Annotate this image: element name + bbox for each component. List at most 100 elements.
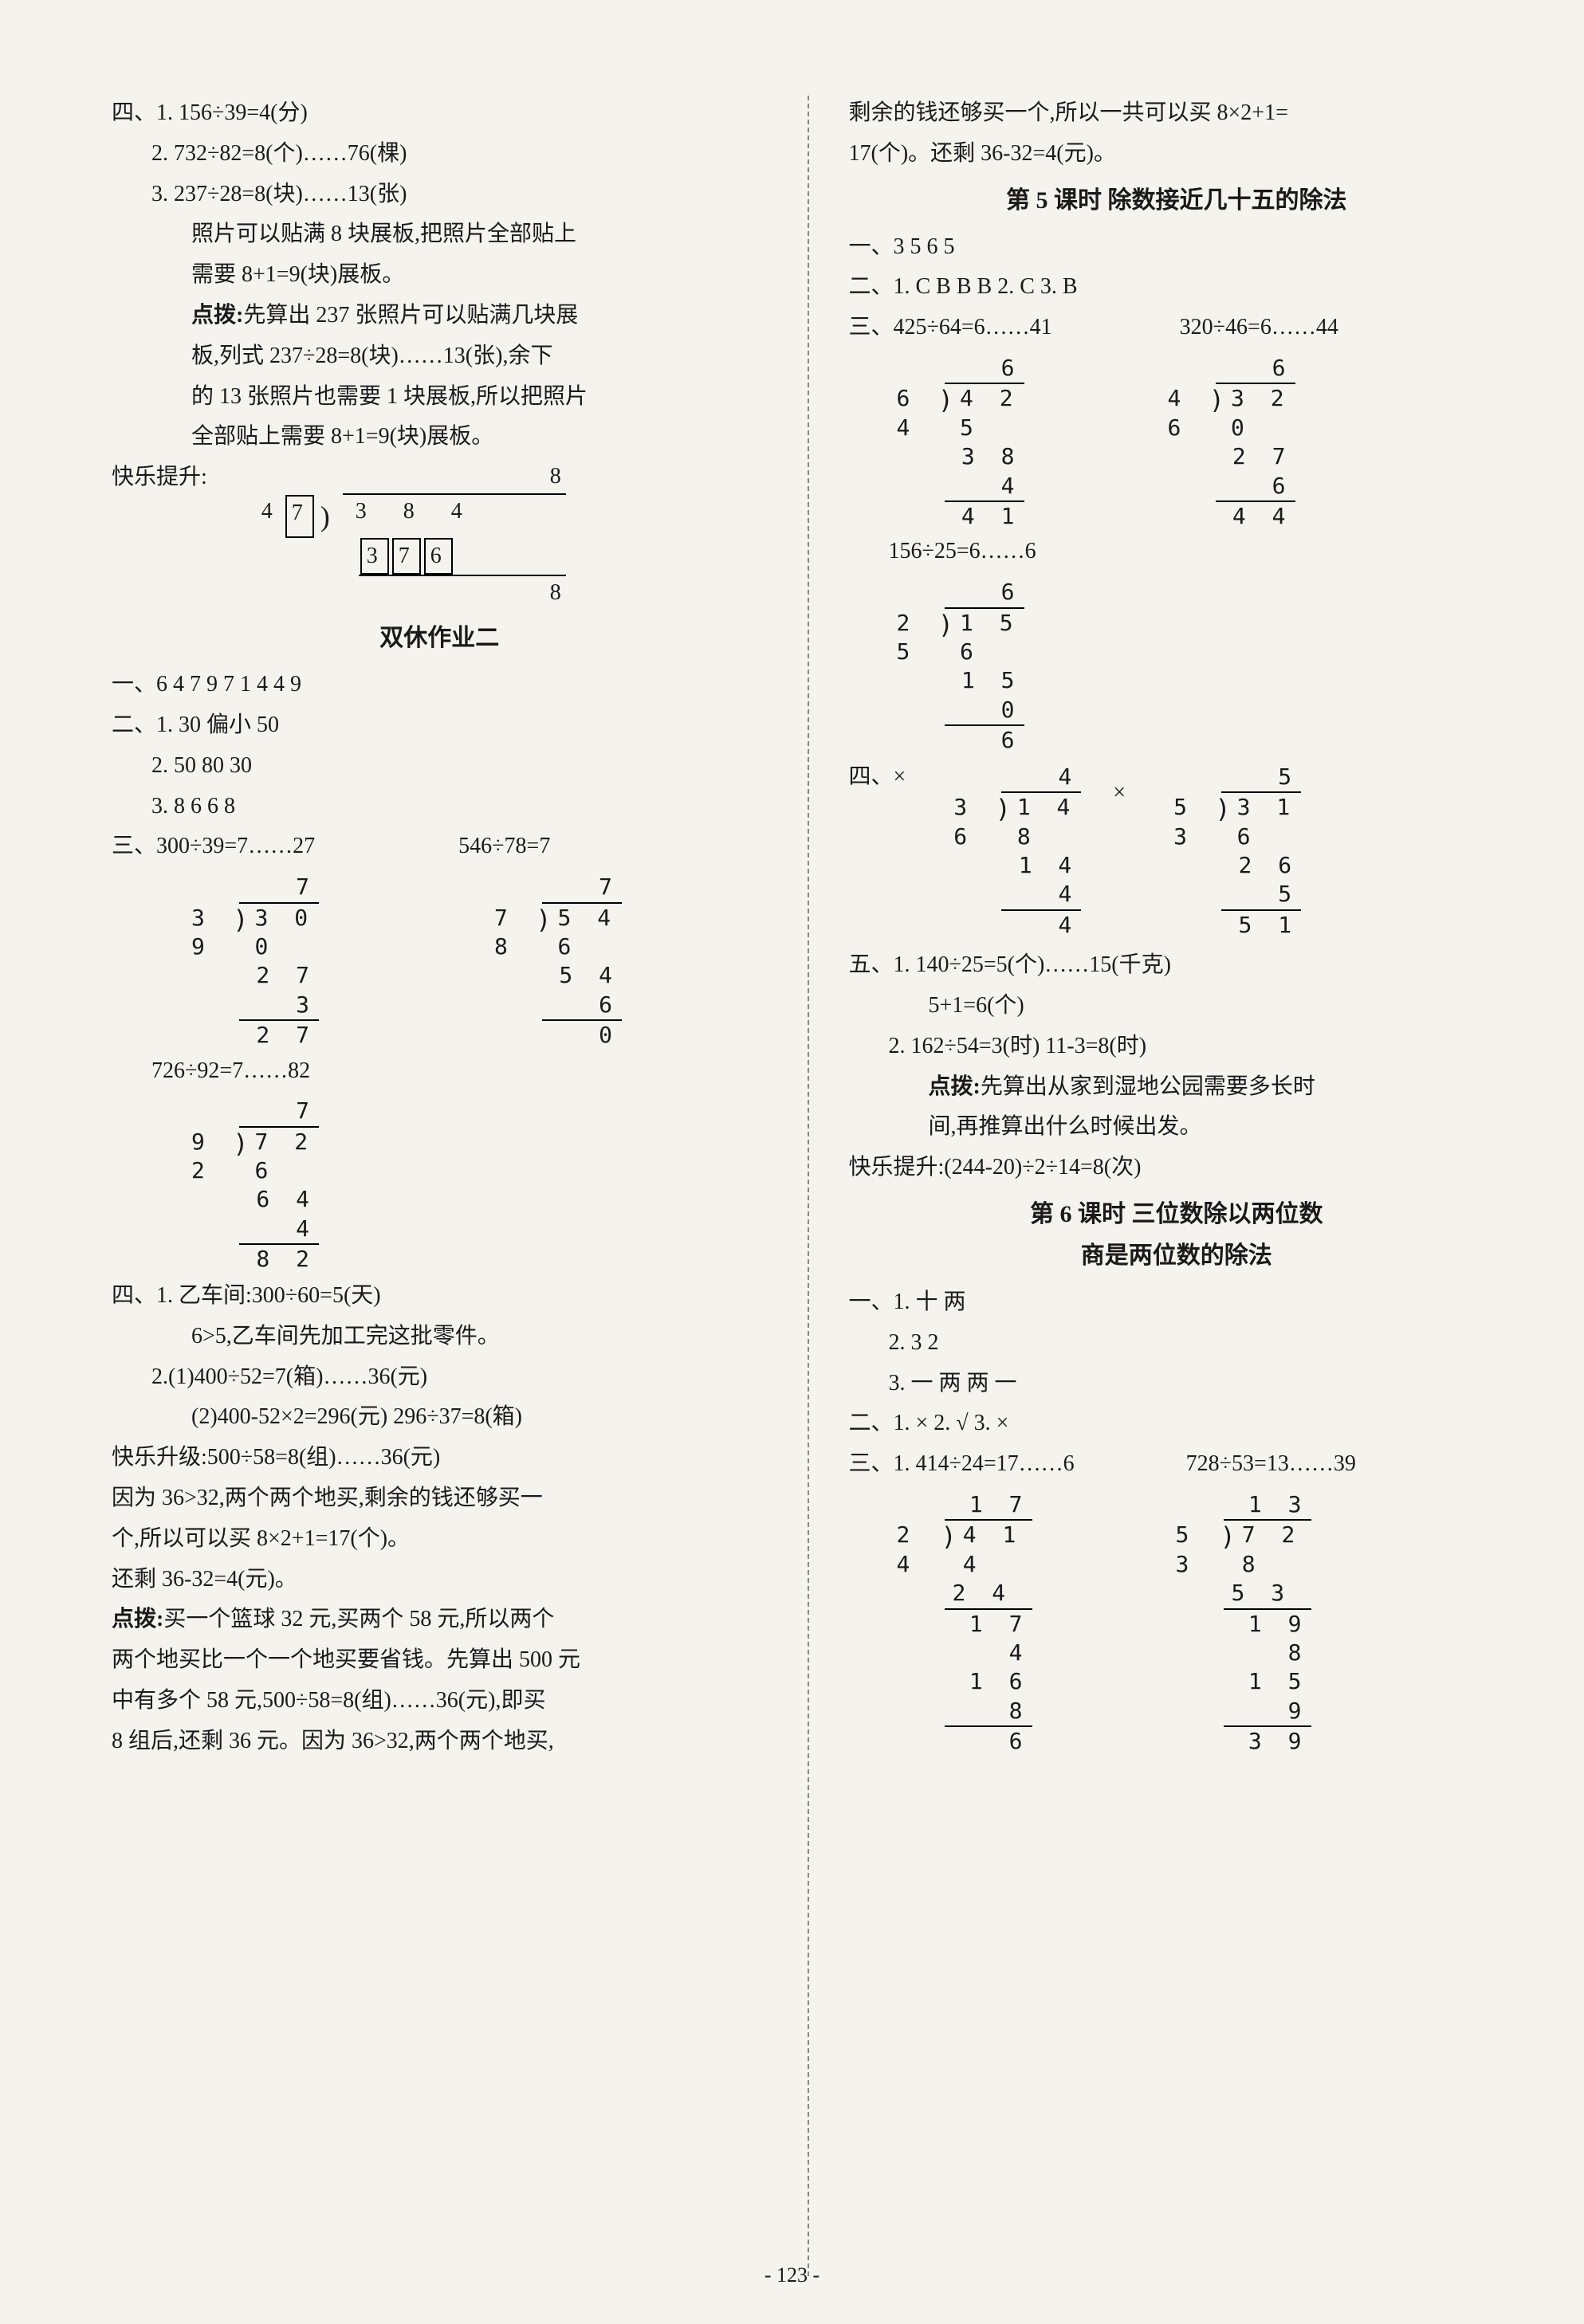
rem: 8 2 [239, 1245, 319, 1274]
text-line: 2. 732÷82=8(个)……76(棵) [112, 136, 768, 172]
dividend: 3 1 6 [1237, 793, 1301, 851]
section-prefix: 四、× [849, 760, 906, 795]
boxed-digit: 7 [392, 538, 421, 575]
divisor: 2 5 [897, 609, 938, 667]
quotient: 7 [542, 873, 622, 903]
text-line: 6>5,乙车间先加工完这批零件。 [112, 1319, 768, 1355]
text-line: 还剩 36-32=4(元)。 [112, 1562, 768, 1598]
text-line: 156÷25=6……6 [849, 534, 1505, 570]
bracket-icon: ) [1220, 1521, 1242, 1554]
div-row: 5 3 ) 7 2 8 [1176, 1521, 1311, 1579]
text-line: 快乐提升:(244-20)÷2÷14=8(次) [849, 1150, 1505, 1186]
text-line: 因为 36>32,两个两个地买,剩余的钱还够买一 [112, 1481, 768, 1517]
page-number: - 123 - [0, 2259, 1584, 2292]
dividend-digit: 8 [387, 495, 435, 538]
long-division: 1 7 2 4 ) 4 1 4 2 4 1 7 4 1 6 8 6 [897, 1490, 1032, 1757]
text-line: 点拨:买一个篮球 32 元,买两个 58 元,所以两个 [112, 1602, 768, 1638]
text-line: 二、1. 30 偏小 50 [112, 708, 768, 744]
rem: 6 [945, 726, 1024, 755]
text-line: 间,再推算出什么时候出发。 [849, 1109, 1505, 1145]
text-line: 二、1. × 2. √ 3. × [849, 1406, 1505, 1442]
rem: 4 4 [1216, 502, 1295, 531]
long-division: 6 4 6 ) 3 2 0 2 7 6 4 4 [1168, 354, 1295, 531]
long-division: 7 3 9 ) 3 0 0 2 7 3 2 7 [191, 873, 319, 1050]
text-line: 三、1. 414÷24=17……6 728÷53=13……39 [849, 1447, 1505, 1482]
eq: 三、1. 414÷24=17……6 [849, 1447, 1075, 1482]
remainder: 8 [255, 576, 566, 610]
dividend-digit: 4 [435, 495, 483, 538]
quotient: 5 [1221, 763, 1301, 793]
dianbo-label: 点拨: [929, 1074, 981, 1099]
quotient: 6 [1216, 354, 1295, 384]
text-line: 三、425÷64=6……41 320÷46=6……44 [849, 310, 1505, 346]
dianbo-label: 点拨: [191, 303, 243, 328]
quotient: 1 3 [1224, 1490, 1311, 1521]
sub: 5 4 6 [542, 961, 622, 1021]
sub: 2 4 [945, 1579, 1032, 1609]
sub: 5 3 [1224, 1579, 1311, 1609]
text-line: 板,列式 237÷28=8(块)……13(张),余下 [112, 339, 768, 375]
text-line: 需要 8+1=9(块)展板。 [112, 257, 768, 293]
text-line: 二、1. C B B B 2. C 3. B [849, 269, 1505, 305]
text-line: 17(个)。还剩 36-32=4(元)。 [849, 136, 1505, 172]
dividend: 5 4 6 [558, 904, 622, 962]
text-line: 三、300÷39=7……27 546÷78=7 [112, 829, 768, 865]
div-row: 4 6 ) 3 2 0 [1168, 384, 1295, 442]
text-span: 先算出从家到湿地公园需要多长时 [981, 1074, 1315, 1099]
text-line: 2. 162÷54=3(时) 11-3=8(时) [849, 1029, 1505, 1065]
eq: 728÷53=13……39 [1186, 1447, 1356, 1482]
dividend: 3 0 0 [255, 904, 319, 962]
long-division: 5 5 3 ) 3 1 6 2 6 5 5 1 [1173, 763, 1301, 940]
bracket-icon: ) [536, 904, 557, 937]
long-division: 6 2 5 ) 1 5 6 1 5 0 6 [897, 578, 1024, 755]
rem: 4 [1001, 911, 1081, 940]
text-line: 个,所以可以买 8×2+1=17(个)。 [112, 1521, 768, 1557]
division-pair: 6 6 4 ) 4 2 5 3 8 4 4 1 6 4 6 ) 3 [849, 351, 1505, 534]
divisor: 6 4 [897, 384, 938, 442]
dividend: 1 5 6 [960, 609, 1024, 667]
bracket-icon: ) [938, 609, 960, 642]
dividend-digit: 3 [340, 495, 387, 538]
text-span: 先算出 237 张照片可以贴满几块展 [243, 303, 578, 328]
rem: 2 7 [239, 1021, 319, 1050]
div-row: 3 6 ) 1 4 8 [953, 793, 1081, 851]
dividend: 7 2 8 [1242, 1521, 1311, 1579]
div-row: 7 8 ) 5 4 6 [494, 904, 622, 962]
text-line: 两个地买比一个一个地买要省钱。先算出 500 元 [112, 1643, 768, 1678]
boxed-digit: 7 [285, 495, 314, 538]
bracket-icon: ) [316, 495, 340, 538]
divisor: 4 6 [1168, 384, 1209, 442]
sub: 6 4 4 [239, 1185, 319, 1245]
bracket-icon: ) [1209, 384, 1231, 418]
sub: 1 5 9 [1224, 1667, 1311, 1727]
text-line: 四、1. 乙车间:300÷60=5(天) [112, 1278, 768, 1314]
cross-mark: × [1113, 760, 1126, 811]
sub: 2 6 5 [1221, 851, 1301, 911]
text-line: 四、× 4 3 6 ) 1 4 8 1 4 4 4 × 5 [849, 760, 1505, 943]
sub-row: 3 7 6 [359, 538, 566, 576]
sub: 2 7 3 [239, 961, 319, 1021]
text-line: (2)400-52×2=296(元) 296÷37=8(箱) [112, 1400, 768, 1435]
section-title: 双休作业二 [112, 619, 768, 658]
text-line: 3. 一 两 两 一 [849, 1366, 1505, 1402]
rem: 3 9 [1224, 1727, 1311, 1756]
rem: 6 [945, 1727, 1032, 1756]
dividend: 1 4 8 [1017, 793, 1081, 851]
sub: 3 8 4 [945, 442, 1024, 502]
div-row: 2 4 ) 4 1 4 [897, 1521, 1032, 1579]
div-row: 5 3 ) 3 1 6 [1173, 793, 1301, 851]
right-column: 剩余的钱还够买一个,所以一共可以买 8×2+1= 17(个)。还剩 36-32=… [849, 96, 1505, 2276]
quotient: 7 [239, 873, 319, 903]
eq: 320÷46=6……44 [1180, 310, 1338, 346]
eq: 546÷78=7 [458, 829, 550, 865]
text-line: 点拨:先算出从家到湿地公园需要多长时 [849, 1070, 1505, 1105]
div-row: 2 5 ) 1 5 6 [897, 609, 1024, 667]
mid: 1 7 4 [945, 1610, 1032, 1668]
eq: 三、300÷39=7……27 [112, 829, 315, 865]
bracket-icon: ) [233, 904, 254, 937]
bracket-icon: ) [941, 1521, 963, 1554]
divisor: 9 2 [191, 1128, 233, 1186]
text-line: 四、1. 156÷39=4(分) [112, 96, 768, 132]
column-divider [808, 96, 809, 2276]
divisor: 7 8 [494, 904, 536, 962]
